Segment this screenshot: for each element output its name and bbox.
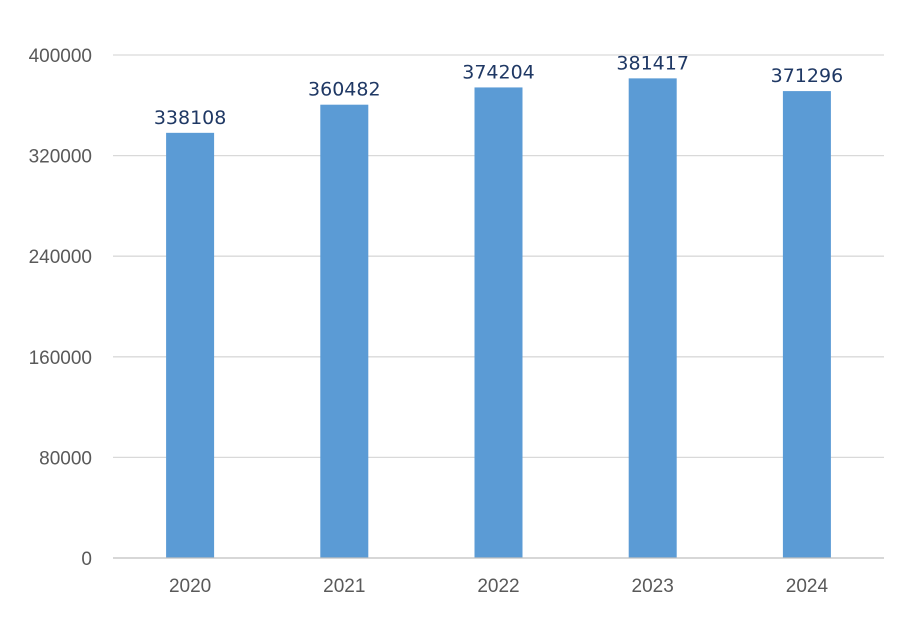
y-tick-label: 400000 (29, 46, 92, 67)
bar-2020 (166, 132, 215, 558)
data-label: 360482 (308, 79, 381, 101)
y-tick-label: 160000 (29, 348, 92, 369)
x-tick-label: 2023 (632, 576, 674, 597)
bars (166, 78, 831, 559)
y-tick-label: 240000 (29, 247, 92, 268)
x-tick-label: 2021 (323, 576, 365, 597)
x-tick-label: 2024 (786, 576, 829, 597)
data-label: 374204 (462, 61, 535, 83)
y-tick-label: 320000 (29, 147, 92, 168)
bar-2024 (782, 91, 831, 559)
y-tick-label: 80000 (39, 448, 92, 469)
y-axis-tick-labels: 0 80000 160000 240000 320000 400000 (29, 46, 92, 570)
data-labels: 338108 360482 374204 381417 371296 (154, 52, 843, 128)
data-label: 371296 (771, 65, 844, 87)
data-label: 338108 (154, 107, 227, 129)
data-label: 381417 (616, 52, 689, 74)
bar-2022 (474, 87, 523, 558)
x-axis-tick-labels: 2020 2021 2022 2023 2024 (169, 576, 829, 597)
y-tick-label: 0 (81, 549, 92, 570)
bar-2021 (320, 104, 369, 559)
bar-2023 (628, 78, 677, 558)
x-tick-label: 2022 (477, 576, 519, 597)
x-tick-label: 2020 (169, 576, 211, 597)
